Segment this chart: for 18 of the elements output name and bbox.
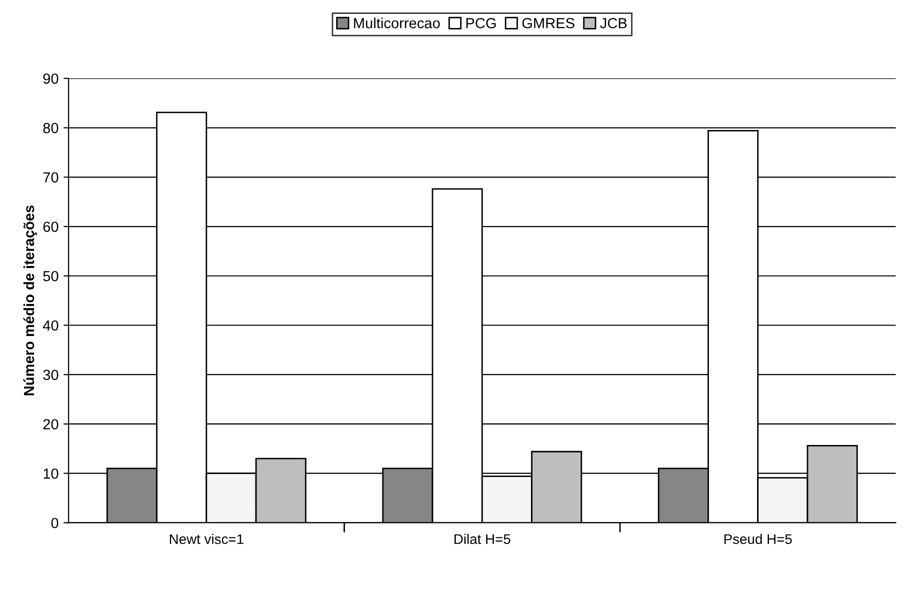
y-tick-label: 70 — [43, 172, 58, 183]
legend-label: GMRES — [522, 18, 574, 28]
y-tick-label: 60 — [43, 222, 58, 232]
y-tick-label: 40 — [42, 320, 58, 331]
y-tick-label: 20 — [43, 419, 58, 430]
legend-label: JCB — [600, 18, 627, 28]
y-tick-label: 90 — [43, 74, 58, 84]
x-tick-label: Pseud H=5 — [724, 534, 792, 544]
y-tick-label: 80 — [43, 122, 58, 134]
y-tick-label: 50 — [43, 270, 58, 282]
y-axis-title: Número médio de iterações — [23, 206, 38, 396]
legend-label: PCG — [466, 18, 496, 28]
x-tick-label: Dilat H=5 — [454, 534, 510, 544]
legend-label: Multicorrecao — [354, 18, 440, 28]
y-tick-label: 30 — [43, 370, 58, 380]
x-tick-label: Newt visc=1 — [170, 534, 244, 544]
y-tick-label: 0 — [51, 518, 58, 528]
y-tick-label: 10 — [44, 468, 58, 479]
